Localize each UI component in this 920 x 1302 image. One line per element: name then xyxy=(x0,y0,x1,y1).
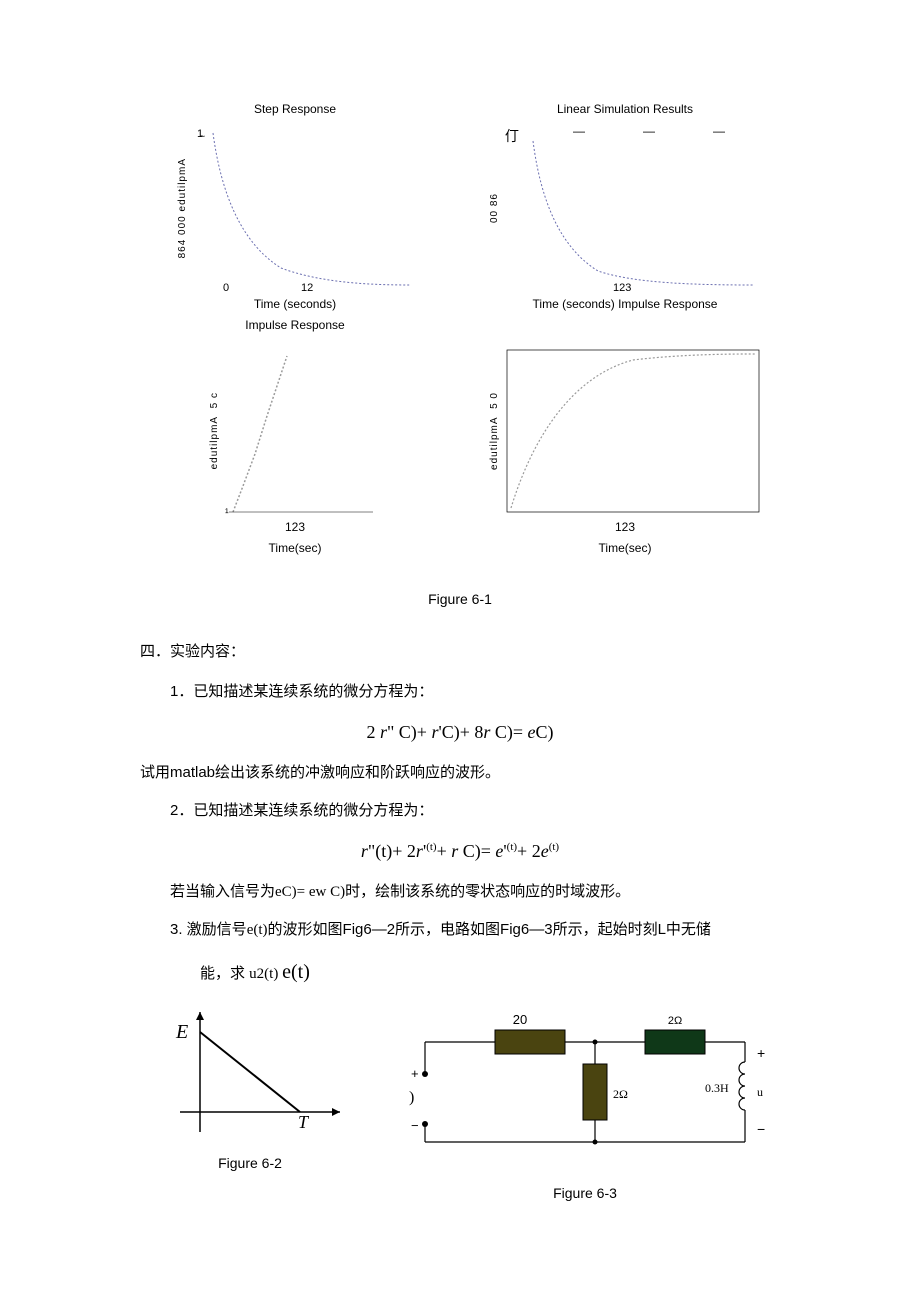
figure-6-3-svg: 20 2Ω 0.3H + − u (t) + ) xyxy=(405,1002,765,1172)
question-3-line2: 能，求 u2(t) e(t) xyxy=(140,956,780,988)
figure-6-2-svg: E T xyxy=(150,1002,350,1142)
chart-step-title: Step Response xyxy=(254,100,336,119)
chart-impulse2-xtick: 123 xyxy=(615,518,635,537)
chart-impulse1-ylabel: edutilpmA 5 c xyxy=(207,392,223,469)
chart-impulse2-xlabel: Time(sec) xyxy=(599,539,652,558)
svg-text:—: — xyxy=(643,124,655,138)
fig63-out-minus: − xyxy=(757,1121,765,1137)
chart-linear-svg: 仃 — — — 123 xyxy=(503,123,763,293)
page: Step Response 864 000 edutilpmA 1 ~ 0 12… xyxy=(0,0,920,1284)
question-1-tail: 试用matlab绘出该系统的冲激响应和阶跃响应的波形。 xyxy=(140,761,780,785)
question-2: 2．已知描述某连续系统的微分方程为： xyxy=(140,799,780,823)
fig63-src-paren: ) xyxy=(409,1089,414,1106)
chart-impulse1-svg: ¹ xyxy=(223,346,383,516)
fig63-r2-label: 2Ω xyxy=(613,1087,628,1101)
fig63-src-plus: + xyxy=(411,1066,419,1081)
chart-step-xtick: 12 xyxy=(301,282,313,293)
fig63-out-plus: + xyxy=(757,1045,765,1061)
fig63-l-label: 0.3H xyxy=(705,1081,729,1095)
figure-6-1-caption: Figure 6-1 xyxy=(140,588,780,610)
question-2-tail: 若当输入信号为eC)= ew C)时，绘制该系统的零状态响应的时域波形。 xyxy=(140,880,780,904)
chart-step-svg: 1 ~ 0 12 xyxy=(191,123,416,293)
equation-2: r"(t)+ 2r'(t)+ r C)= e'(t)+ 2e(t) xyxy=(140,837,780,866)
bottom-figures: E T Figure 6-2 20 2Ω 0.3H + xyxy=(140,1002,780,1204)
svg-text:0: 0 xyxy=(223,282,229,293)
chart-impulse2: edutilpmA 5 0 123 Time(sec) xyxy=(470,346,780,558)
chart-linear-ylabel: 00 86 xyxy=(487,193,503,223)
charts-grid: Step Response 864 000 edutilpmA 1 ~ 0 12… xyxy=(140,100,780,558)
chart-impulse1: edutilpmA 5 c ¹ 123 Time(sec) xyxy=(140,346,450,558)
figure-6-2: E T Figure 6-2 xyxy=(140,1002,360,1174)
svg-text:¹: ¹ xyxy=(225,507,229,516)
svg-text:~: ~ xyxy=(200,131,205,141)
fig63-r3-label: 2Ω xyxy=(668,1015,682,1027)
question-1: 1．已知描述某连续系统的微分方程为： xyxy=(140,680,780,704)
chart-impulse1-title: Impulse Response xyxy=(245,316,344,335)
svg-text:—: — xyxy=(713,124,725,138)
figure-6-3-caption: Figure 6-3 xyxy=(553,1182,617,1204)
chart-linear-topleft: 仃 xyxy=(505,128,519,144)
chart-linear: Linear Simulation Results 00 86 仃 — — — … xyxy=(470,100,780,336)
chart-step-xlabel: Time (seconds) xyxy=(254,295,336,314)
fig63-u-label: u (t) xyxy=(757,1085,765,1099)
chart-impulse1-xlabel: Time(sec) xyxy=(269,539,322,558)
chart-linear-title: Linear Simulation Results xyxy=(557,100,693,119)
chart-step: Step Response 864 000 edutilpmA 1 ~ 0 12… xyxy=(140,100,450,336)
fig62-e-label: E xyxy=(175,1021,188,1043)
chart-linear-xtick: 123 xyxy=(613,282,631,293)
figure-6-3: 20 2Ω 0.3H + − u (t) + ) xyxy=(390,1002,780,1204)
fig62-t-label: T xyxy=(298,1112,310,1132)
section-4-heading: 四．实验内容： xyxy=(140,640,780,664)
chart-step-ylabel: 864 000 edutilpmA xyxy=(175,158,191,258)
chart-impulse2-svg xyxy=(503,346,763,516)
fig63-r1-label: 20 xyxy=(513,1012,527,1027)
question-3: 3. 激励信号e(t)的波形如图Fig6—2所示，电路如图Fig6—3所示，起始… xyxy=(140,918,780,942)
chart-impulse1-xtick: 123 xyxy=(285,518,305,537)
chart-linear-xlabel: Time (seconds) Impulse Response xyxy=(533,295,718,314)
figure-6-2-caption: Figure 6-2 xyxy=(218,1152,282,1174)
chart-impulse2-ylabel: edutilpmA 5 0 xyxy=(487,392,503,470)
fig63-src-minus: − xyxy=(411,1118,419,1133)
equation-1: 2 r" C)+ r'C)+ 8r C)= eC) xyxy=(140,718,780,747)
svg-text:—: — xyxy=(573,124,585,138)
